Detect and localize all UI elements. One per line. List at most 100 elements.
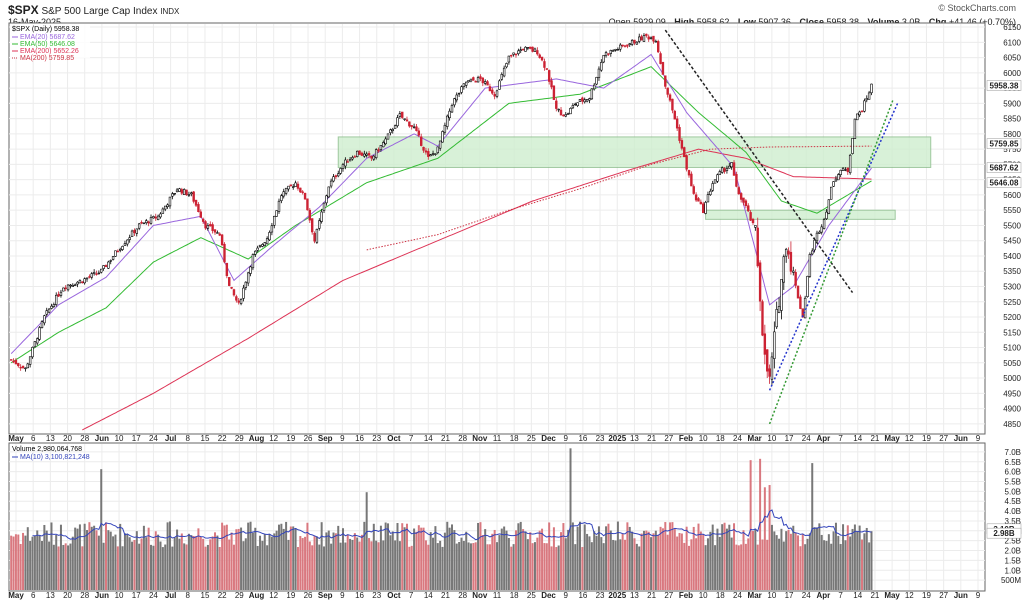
candle-body xyxy=(749,212,752,221)
candle-body xyxy=(467,80,470,83)
volume-bar xyxy=(820,534,823,590)
candle-body xyxy=(386,133,390,140)
volume-bar xyxy=(477,522,480,590)
candle-body xyxy=(130,230,134,237)
candle-body xyxy=(716,174,719,182)
volume-bar xyxy=(815,527,818,590)
candle-body xyxy=(638,36,641,42)
volume-bar xyxy=(287,539,290,590)
volume-bar xyxy=(187,533,190,590)
price-tick-label: 5000 xyxy=(1003,374,1021,383)
candle-body xyxy=(799,296,802,309)
candle-body xyxy=(500,74,503,80)
volume-bar xyxy=(104,522,107,590)
candle-body xyxy=(770,356,774,380)
volume-bar xyxy=(609,530,612,590)
candle-body xyxy=(656,41,660,53)
candle-body xyxy=(848,154,852,174)
volume-bar xyxy=(315,536,318,590)
volume-tick-label: 2.5B xyxy=(1005,537,1021,546)
volume-bar xyxy=(417,525,420,590)
candle-body xyxy=(486,81,489,86)
candle-body xyxy=(815,232,819,242)
volume-bar xyxy=(751,531,754,590)
candle-body xyxy=(538,54,541,58)
date-tick-label: 26 xyxy=(304,591,313,600)
volume-bar xyxy=(232,544,235,590)
candle-body xyxy=(623,45,627,47)
candle-body xyxy=(455,94,458,101)
volume-bar xyxy=(221,522,224,590)
volume-bar xyxy=(294,528,297,590)
legend-volma: MA(10) 3,100,821,248 xyxy=(20,454,90,461)
volume-bar xyxy=(280,523,283,590)
candle-body xyxy=(265,238,269,245)
volume-bar xyxy=(263,534,266,590)
candle-body xyxy=(593,84,596,90)
candle-body xyxy=(547,70,551,82)
volume-bar xyxy=(261,540,264,590)
volume-bar xyxy=(702,534,705,590)
volume-bar xyxy=(730,537,733,590)
candle-body xyxy=(846,167,849,173)
date-tick-label: 12 xyxy=(269,591,278,600)
candle-body xyxy=(12,360,15,363)
volume-bar xyxy=(197,528,200,590)
candle-body xyxy=(863,100,866,112)
candle-body xyxy=(66,284,70,291)
candle-body xyxy=(322,202,326,211)
date-tick-label: 22 xyxy=(218,591,227,600)
volume-bar xyxy=(823,540,826,590)
candle-body xyxy=(583,99,586,103)
volume-bar xyxy=(616,521,619,590)
volume-bar xyxy=(808,533,811,590)
volume-bar xyxy=(235,529,238,590)
volume-bar xyxy=(830,543,833,590)
volume-bar xyxy=(669,522,672,590)
date-tick-label: 8 xyxy=(186,591,191,600)
date-tick-label: 18 xyxy=(716,591,725,600)
candle-body xyxy=(574,103,577,106)
volume-bar xyxy=(251,532,254,590)
date-tick-label: 24 xyxy=(733,591,742,600)
candle-body xyxy=(524,46,527,52)
candle-body xyxy=(374,149,378,158)
candle-body xyxy=(659,53,662,64)
candle-body xyxy=(777,306,781,313)
candle-body xyxy=(351,157,354,160)
volume-bar xyxy=(768,485,771,590)
candle-body xyxy=(367,153,371,156)
volume-bar xyxy=(818,523,821,590)
volume-bar xyxy=(519,521,522,590)
candle-body xyxy=(348,159,352,162)
candle-body xyxy=(83,278,86,284)
volume-bar xyxy=(142,525,145,590)
price-tick-label: 5800 xyxy=(1003,130,1021,139)
candle-body xyxy=(566,113,570,115)
date-tick-label: 19 xyxy=(286,434,295,443)
volume-bar xyxy=(135,531,138,590)
candle-body xyxy=(796,285,800,299)
legend-price: $SPX (Daily) 5958.38 xyxy=(12,26,79,33)
volume-tick-label: 1.5B xyxy=(1005,556,1021,565)
candle-body xyxy=(571,105,575,109)
volume-bar xyxy=(401,523,404,590)
volume-bar xyxy=(576,526,579,590)
volume-bar xyxy=(721,524,724,590)
date-tick-label: Feb xyxy=(679,434,693,443)
candle-body xyxy=(410,125,413,127)
volume-bar xyxy=(296,547,299,590)
price-tick-label: 5400 xyxy=(1003,252,1021,261)
candle-body xyxy=(356,150,359,157)
volume-bar xyxy=(688,545,691,590)
candle-body xyxy=(52,304,56,307)
date-tick-label: 14 xyxy=(424,591,433,600)
volume-bar xyxy=(185,544,188,590)
volume-bar xyxy=(33,535,36,590)
volume-bar xyxy=(356,537,359,590)
volume-bar xyxy=(102,542,105,590)
close-label: Close xyxy=(799,17,824,27)
date-tick-label: 9 xyxy=(976,591,981,600)
date-tick-label: 28 xyxy=(458,591,467,600)
volume-bar xyxy=(538,530,541,590)
